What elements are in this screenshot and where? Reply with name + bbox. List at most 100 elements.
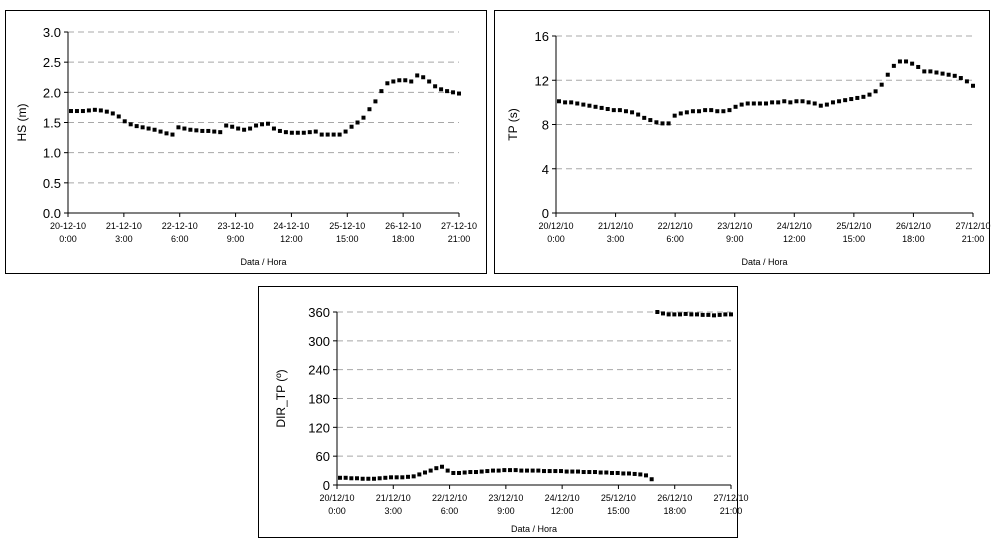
x-tick-time-label: 0:00 [547, 234, 565, 244]
x-axis-title: Data / Hora [511, 524, 557, 534]
tp-chart-panel: 0 4 8 12 16 20/12/10 0:00 21/12/10 3:00 22/12/10 6… [494, 10, 991, 274]
data-point-marker [621, 471, 626, 476]
x-tick-time-label: 12:00 [280, 234, 303, 244]
dir-tp-chart: 0 60 120 180 240 300 360 20/12/10 0:00 21/12/10 3:… [274, 305, 749, 534]
data-point-marker [337, 132, 342, 137]
x-axis-title: Data / Hora [741, 257, 787, 267]
y-tick-label: 8 [542, 118, 549, 133]
data-point-marker [361, 115, 366, 120]
data-point-marker [313, 129, 318, 134]
data-point-marker [655, 310, 660, 314]
data-point-marker [575, 101, 580, 106]
data-point-marker [389, 475, 393, 480]
y-tick-label: 240 [308, 363, 330, 378]
x-axis-title: Data / Hora [240, 257, 286, 267]
data-point-marker [451, 90, 456, 95]
data-point-marker [849, 97, 854, 102]
data-point-marker [623, 109, 628, 114]
y-tick-label: 12 [535, 73, 549, 88]
y-tick-label: 1.0 [43, 146, 61, 161]
data-point-marker [212, 129, 217, 134]
data-point-marker [717, 312, 722, 317]
x-tick-date-label: 24/12/10 [777, 221, 812, 231]
data-point-marker [806, 100, 811, 105]
data-point-marker [360, 476, 365, 481]
data-point-marker [158, 129, 163, 134]
y-tick-label: 360 [308, 305, 330, 320]
data-point-marker [683, 311, 688, 316]
x-tick-date-label: 22/12/10 [432, 493, 467, 503]
data-point-marker [218, 130, 223, 135]
data-point-marker [638, 472, 643, 477]
data-point-marker [723, 312, 728, 317]
data-point-marker [355, 120, 360, 125]
data-point-marker [644, 473, 648, 478]
data-point-marker [904, 59, 909, 64]
data-point-marker [672, 113, 677, 118]
data-point-marker [666, 121, 671, 126]
x-tick-time-label: 18:00 [902, 234, 925, 244]
y-tick-label: 180 [308, 392, 330, 407]
data-point-marker [295, 130, 300, 135]
data-point-marker [916, 64, 921, 69]
x-tick-time-label: 9:00 [726, 234, 744, 244]
data-point-marker [502, 468, 507, 473]
data-point-marker [757, 101, 762, 106]
x-tick-date-label: 22/12/10 [658, 221, 693, 231]
data-point-marker [800, 99, 805, 104]
y-tick-label: 1.5 [43, 116, 61, 131]
data-point-marker [837, 99, 842, 104]
data-point-marker [830, 100, 835, 105]
x-tick-time-label: 21:00 [448, 234, 471, 244]
data-point-marker [200, 128, 205, 133]
data-point-marker [593, 104, 598, 109]
data-point-marker [598, 470, 603, 475]
data-point-marker [703, 108, 708, 113]
data-point-marker [379, 89, 384, 94]
data-point-marker [98, 108, 103, 113]
data-point-marker [729, 312, 733, 317]
data-point-marker [468, 470, 473, 475]
data-point-marker [338, 475, 342, 480]
data-point-marker [409, 79, 414, 84]
data-point-marker [824, 102, 829, 107]
x-tick-date-label: 20/12/10 [538, 221, 573, 231]
data-point-marker [885, 72, 890, 77]
data-point-marker [421, 75, 426, 80]
tp-chart: 0 4 8 12 16 20/12/10 0:00 21/12/10 3:00 22/12/10 6… [506, 29, 991, 267]
data-point-marker [587, 103, 592, 108]
data-point-marker [433, 84, 438, 89]
x-tick-time-label: 6:00 [666, 234, 684, 244]
data-point-marker [440, 464, 444, 469]
data-point-marker [248, 126, 253, 131]
data-point-marker [491, 468, 495, 473]
data-point-marker [843, 98, 848, 103]
data-point-marker [661, 311, 665, 316]
data-point-marker [660, 121, 665, 126]
data-point-marker [343, 129, 348, 134]
data-point-marker [971, 83, 975, 88]
data-point-marker [394, 475, 399, 480]
data-point-marker [654, 120, 659, 125]
data-point-marker [343, 475, 348, 480]
data-point-marker [496, 468, 501, 473]
data-point-marker [721, 109, 726, 114]
data-point-marker [265, 121, 270, 126]
x-tick-date-label: 24-12-10 [273, 221, 309, 231]
data-point-marker [794, 99, 799, 104]
data-point-marker [630, 110, 635, 115]
data-point-marker [873, 89, 878, 94]
y-tick-label: 0.0 [43, 206, 61, 221]
data-point-marker [530, 468, 535, 473]
x-tick-time-label: 6:00 [441, 506, 459, 516]
data-point-marker [745, 101, 750, 106]
data-point-marker [536, 468, 541, 473]
y-tick-label: 0.5 [43, 176, 61, 191]
x-tick-time-label: 15:00 [843, 234, 866, 244]
data-point-marker [910, 61, 915, 66]
data-point-marker [879, 82, 884, 87]
x-tick-time-label: 21:00 [720, 506, 743, 516]
data-point-marker [695, 312, 699, 317]
data-point-marker [417, 472, 422, 477]
data-point-marker [615, 470, 620, 475]
